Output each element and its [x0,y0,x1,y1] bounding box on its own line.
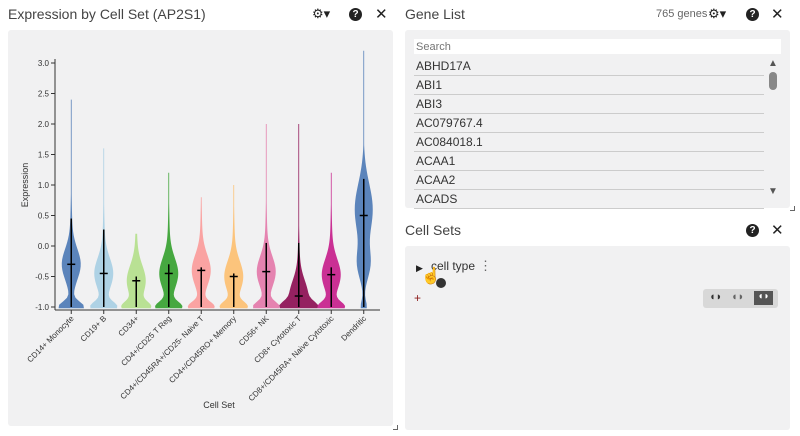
intersection-icon[interactable]: ◖◗ [731,291,745,303]
pointer-cursor-icon: ☝ [421,268,441,285]
violin-0 [58,99,84,309]
gene-row[interactable]: ABHD17A [414,57,764,76]
expand-caret-icon[interactable]: ▶ [416,263,423,273]
resize-handle[interactable] [790,206,795,211]
x-tick-label: CD4+/CD45RO+ Memory [167,314,238,385]
violin-plot-panel: 3.0 2.5 2.0 1.5 1.0 0.5 0.0 -0.5 -1.0 Expression C… [8,30,393,426]
gene-row[interactable]: AC079767.4 [414,114,764,133]
resize-handle[interactable] [393,425,398,430]
gene-row[interactable]: ACAA1 [414,152,764,171]
y-tick-label: 2.0 [38,120,50,129]
x-tick-label: CD19+ B [79,314,108,343]
violin-8 [317,172,346,309]
union-icon[interactable]: ◖◗ [709,291,723,303]
close-icon[interactable]: ✕ [375,6,388,23]
gene-list-panel [405,30,790,208]
y-tick-label: -1.0 [35,303,49,312]
set-operations-toolbar: ◖◗ ◖◗ ◖◗ [703,289,778,308]
y-axis-label: Expression [20,163,30,208]
y-tick-label: 1.5 [38,151,50,160]
gene-row[interactable]: ACAA2 [414,171,764,190]
x-axis-label: Cell Set [203,400,235,410]
cell-set-label[interactable]: cell type [431,259,476,273]
y-tick-label: 3.0 [38,59,50,68]
violin-1 [90,148,118,309]
gene-list-title: Gene List [405,6,465,22]
question-icon[interactable]: ? [746,8,759,21]
gear-icon[interactable]: ⚙▾ [708,6,727,21]
gene-row[interactable]: ABI3 [414,95,764,114]
y-tick-label: -0.5 [35,273,49,282]
gene-search-input[interactable] [414,39,781,54]
question-icon[interactable]: ? [746,224,759,237]
x-tick-label: CD34+ [117,314,141,338]
question-icon[interactable]: ? [349,8,362,21]
violin-3 [155,172,183,309]
y-tick-label: 1.0 [38,181,50,190]
violin-5 [219,185,248,309]
x-tick-label: Dendritic [339,314,368,343]
color-dot-icon[interactable] [436,278,446,288]
violin-7 [279,124,319,309]
cell-sets-title: Cell Sets [405,222,462,238]
gene-row[interactable]: ABI1 [414,76,764,95]
y-tick-label: 0.5 [38,212,50,221]
gene-count: 765 genes [656,8,708,20]
complement-icon[interactable]: ◖◗ [754,291,773,305]
cell-sets-panel [405,246,790,430]
scrollbar[interactable]: ▲ ▼ [768,58,778,197]
gear-icon[interactable]: ⚙▾ [312,6,331,21]
y-tick-label: 0.0 [38,242,50,251]
add-cell-set-button[interactable]: + [414,291,422,305]
violin-2 [121,233,152,309]
gene-row[interactable]: ACADS [414,190,764,209]
x-tick-label: CD14+ Monocyte [25,314,76,365]
close-icon[interactable]: ✕ [771,6,784,23]
more-options-icon[interactable]: ⋮ [479,258,492,273]
x-tick-label: CD56+ NK [237,314,271,348]
gene-row[interactable]: AC084018.1 [414,133,764,152]
violin-4 [187,197,215,309]
violin-chart: 3.0 2.5 2.0 1.5 1.0 0.5 0.0 -0.5 -1.0 Expression C… [20,50,380,410]
y-tick-label: 2.5 [38,90,50,99]
close-icon[interactable]: ✕ [771,222,784,239]
violin-panel-title: Expression by Cell Set (AP2S1) [8,6,206,22]
violin-6 [253,124,280,309]
